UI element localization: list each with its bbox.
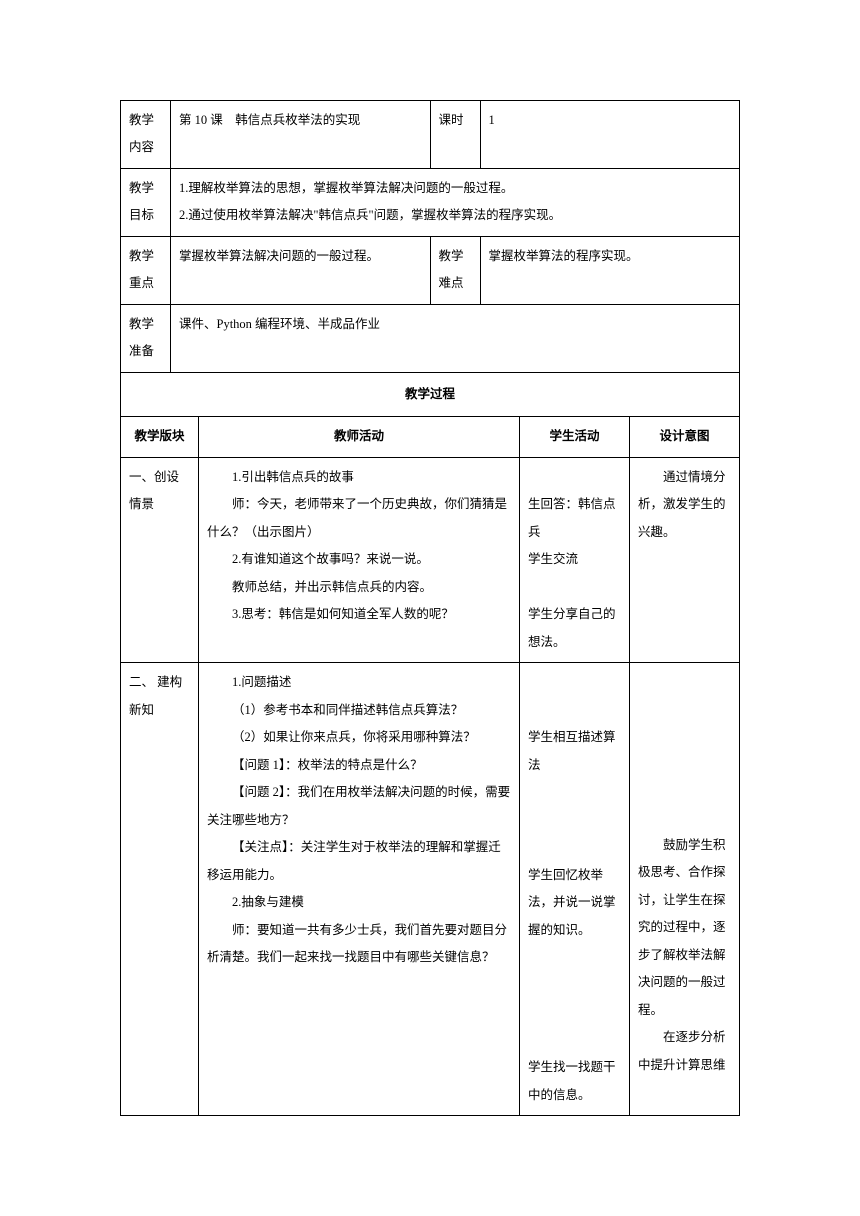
s2-t3: （2）如果让你来点兵，你将采用哪种算法？ bbox=[207, 724, 511, 752]
lesson-plan-page: 教学内容 第 10 课 韩信点兵枚举法的实现 课时 1 教学目标 1.理解枚举算… bbox=[120, 100, 740, 1117]
s1-s2: 学生交流 bbox=[528, 546, 621, 574]
period-value: 1 bbox=[480, 100, 740, 168]
col-design: 设计意图 bbox=[630, 417, 740, 457]
s1-t4: 教师总结，并出示韩信点兵的内容。 bbox=[207, 574, 511, 602]
goal-2: 2.通过使用枚举算法解决"韩信点兵"问题，掌握枚举算法的程序实现。 bbox=[179, 202, 731, 230]
section-2-teacher: 1.问题描述 （1）参考书本和同伴描述韩信点兵算法？ （2）如果让你来点兵，你将… bbox=[199, 663, 520, 1116]
label-prep: 教学准备 bbox=[121, 304, 171, 372]
s2-s3: 学生找一找题干中的信息。 bbox=[528, 1054, 621, 1109]
process-header-row: 教学版块 教师活动 学生活动 设计意图 bbox=[121, 417, 740, 457]
label-period: 课时 bbox=[430, 100, 480, 168]
s1-d1: 通过情境分析，激发学生的兴趣。 bbox=[638, 464, 731, 547]
section-2-title: 二、 建构新知 bbox=[121, 663, 199, 1116]
label-content: 教学内容 bbox=[121, 100, 171, 168]
row-process-title: 教学过程 bbox=[121, 372, 740, 417]
label-goal: 教学目标 bbox=[121, 168, 171, 236]
section-2-student: 学生相互描述算法 学生回忆枚举法，并说一说掌握的知识。 学生找一找题干中的信息。 bbox=[520, 663, 630, 1116]
goal-1: 1.理解枚举算法的思想，掌握枚举算法解决问题的一般过程。 bbox=[179, 175, 731, 203]
col-teacher: 教师活动 bbox=[199, 417, 520, 457]
keypoint-text: 掌握枚举算法解决问题的一般过程。 bbox=[171, 236, 431, 304]
s2-s1: 学生相互描述算法 bbox=[528, 724, 621, 779]
s2-d2: 在逐步分析中提升计算思维 bbox=[638, 1024, 731, 1079]
s2-t4: 【问题 1】：枚举法的特点是什么？ bbox=[207, 752, 511, 780]
s2-d1: 鼓励学生积极思考、合作探讨，让学生在探究的过程中，逐步了解枚举法解决问题的一般过… bbox=[638, 832, 731, 1025]
s1-s3: 学生分享自己的想法。 bbox=[528, 601, 621, 656]
s1-t5: 3.思考：韩信是如何知道全军人数的呢？ bbox=[207, 601, 511, 629]
s1-t2: 师：今天，老师带来了一个历史典故，你们猜猜是什么？（出示图片） bbox=[207, 491, 511, 546]
s2-t8: 师：要知道一共有多少士兵，我们首先要对题目分析清楚。我们一起来找一找题目中有哪些… bbox=[207, 917, 511, 972]
label-difficulty: 教学难点 bbox=[430, 236, 480, 304]
section-1-row: 一、创设情景 1.引出韩信点兵的故事 师：今天，老师带来了一个历史典故，你们猜猜… bbox=[121, 457, 740, 663]
section-2-row: 二、 建构新知 1.问题描述 （1）参考书本和同伴描述韩信点兵算法？ （2）如果… bbox=[121, 663, 740, 1116]
lesson-plan-table: 教学内容 第 10 课 韩信点兵枚举法的实现 课时 1 教学目标 1.理解枚举算… bbox=[120, 100, 740, 418]
col-block: 教学版块 bbox=[121, 417, 199, 457]
s2-t5: 【问题 2】：我们在用枚举法解决问题的时候，需要关注哪些地方？ bbox=[207, 779, 511, 834]
s2-t1: 1.问题描述 bbox=[207, 669, 511, 697]
col-student: 学生活动 bbox=[520, 417, 630, 457]
process-detail-table: 教学版块 教师活动 学生活动 设计意图 一、创设情景 1.引出韩信点兵的故事 师… bbox=[120, 417, 740, 1116]
s1-s1: 生回答：韩信点兵 bbox=[528, 491, 621, 546]
s2-t2: （1）参考书本和同伴描述韩信点兵算法？ bbox=[207, 697, 511, 725]
row-content: 教学内容 第 10 课 韩信点兵枚举法的实现 课时 1 bbox=[121, 100, 740, 168]
process-title: 教学过程 bbox=[121, 372, 740, 417]
label-keypoint: 教学重点 bbox=[121, 236, 171, 304]
content-title: 第 10 课 韩信点兵枚举法的实现 bbox=[171, 100, 431, 168]
s2-t7: 2.抽象与建模 bbox=[207, 889, 511, 917]
section-1-title: 一、创设情景 bbox=[121, 457, 199, 663]
section-1-design: 通过情境分析，激发学生的兴趣。 bbox=[630, 457, 740, 663]
s1-t3: 2.有谁知道这个故事吗？来说一说。 bbox=[207, 546, 511, 574]
s2-s2: 学生回忆枚举法，并说一说掌握的知识。 bbox=[528, 862, 621, 945]
difficulty-text: 掌握枚举算法的程序实现。 bbox=[480, 236, 740, 304]
prep-text: 课件、Python 编程环境、半成品作业 bbox=[171, 304, 740, 372]
section-1-student: 生回答：韩信点兵 学生交流 学生分享自己的想法。 bbox=[520, 457, 630, 663]
row-keypoint: 教学重点 掌握枚举算法解决问题的一般过程。 教学难点 掌握枚举算法的程序实现。 bbox=[121, 236, 740, 304]
row-goal: 教学目标 1.理解枚举算法的思想，掌握枚举算法解决问题的一般过程。 2.通过使用… bbox=[121, 168, 740, 236]
goal-text: 1.理解枚举算法的思想，掌握枚举算法解决问题的一般过程。 2.通过使用枚举算法解… bbox=[171, 168, 740, 236]
s1-t1: 1.引出韩信点兵的故事 bbox=[207, 464, 511, 492]
section-1-teacher: 1.引出韩信点兵的故事 师：今天，老师带来了一个历史典故，你们猜猜是什么？（出示… bbox=[199, 457, 520, 663]
row-prep: 教学准备 课件、Python 编程环境、半成品作业 bbox=[121, 304, 740, 372]
section-2-design: 鼓励学生积极思考、合作探讨，让学生在探究的过程中，逐步了解枚举法解决问题的一般过… bbox=[630, 663, 740, 1116]
s2-t6: 【关注点】：关注学生对于枚举法的理解和掌握迁移运用能力。 bbox=[207, 834, 511, 889]
